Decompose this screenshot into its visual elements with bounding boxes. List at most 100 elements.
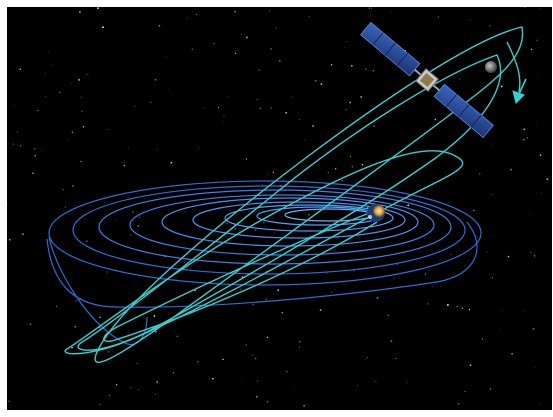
star xyxy=(223,115,225,117)
star xyxy=(79,11,81,13)
star xyxy=(434,118,437,121)
star xyxy=(137,225,139,227)
star xyxy=(166,56,168,58)
star xyxy=(281,311,284,314)
star xyxy=(156,148,159,150)
star xyxy=(71,346,73,349)
star xyxy=(99,403,101,405)
star xyxy=(82,125,85,128)
space-scene xyxy=(7,7,552,410)
star xyxy=(74,325,77,328)
star xyxy=(500,329,502,331)
star xyxy=(539,154,542,156)
star xyxy=(99,316,101,319)
spiral-orbit-ring xyxy=(48,180,482,286)
star xyxy=(226,223,228,225)
spiral-orbit-outer-loop xyxy=(48,236,148,346)
star xyxy=(426,303,429,305)
star xyxy=(294,386,296,388)
star xyxy=(128,147,130,149)
star xyxy=(351,165,354,168)
star xyxy=(154,78,157,81)
star xyxy=(7,202,8,204)
star xyxy=(19,144,22,147)
star xyxy=(457,402,460,405)
star xyxy=(99,327,101,329)
star xyxy=(397,264,399,266)
star xyxy=(48,50,49,52)
star xyxy=(450,253,452,256)
star xyxy=(298,340,301,343)
star xyxy=(390,222,392,224)
star xyxy=(34,155,36,157)
star xyxy=(368,7,371,9)
star xyxy=(196,360,199,363)
star xyxy=(401,135,403,137)
star xyxy=(285,370,288,373)
star xyxy=(258,69,260,71)
star xyxy=(248,210,249,212)
star xyxy=(341,180,343,182)
star xyxy=(344,46,346,48)
star xyxy=(345,108,347,111)
star xyxy=(132,211,134,214)
star xyxy=(486,251,488,253)
star xyxy=(202,107,204,109)
star xyxy=(325,272,328,275)
star xyxy=(546,178,549,181)
spiral-orbit-ring xyxy=(284,208,374,222)
star xyxy=(511,352,513,355)
star xyxy=(267,173,268,175)
star xyxy=(245,344,247,346)
star xyxy=(245,36,248,39)
star xyxy=(16,131,19,133)
star xyxy=(309,235,311,236)
star xyxy=(533,255,536,257)
star xyxy=(154,393,156,395)
star xyxy=(536,39,538,42)
star xyxy=(278,59,281,62)
star xyxy=(270,48,272,50)
star xyxy=(530,48,533,50)
star xyxy=(406,382,408,383)
star xyxy=(489,388,491,390)
star xyxy=(476,236,478,237)
star xyxy=(167,89,169,91)
star xyxy=(353,270,355,272)
star xyxy=(262,184,264,186)
star xyxy=(256,380,259,382)
star xyxy=(196,13,198,15)
star xyxy=(266,336,269,339)
star xyxy=(350,155,352,157)
star xyxy=(17,143,19,145)
star xyxy=(252,304,254,306)
spiral-orbit-ring xyxy=(224,204,394,232)
star xyxy=(312,125,314,127)
star xyxy=(339,161,340,163)
star xyxy=(529,213,531,215)
star xyxy=(469,19,471,20)
star xyxy=(222,358,224,361)
direction-arrow-icon xyxy=(512,78,527,104)
star xyxy=(491,193,493,195)
star xyxy=(45,95,47,97)
star xyxy=(458,78,461,80)
star xyxy=(255,395,258,398)
star xyxy=(62,188,65,191)
star xyxy=(108,351,110,353)
star xyxy=(524,311,526,313)
star xyxy=(334,168,337,170)
star xyxy=(170,161,173,164)
star xyxy=(156,381,158,383)
star xyxy=(464,390,466,392)
star xyxy=(71,131,73,133)
star xyxy=(29,323,32,326)
star xyxy=(493,235,495,237)
star xyxy=(459,248,461,250)
star xyxy=(212,377,214,380)
star xyxy=(364,358,366,360)
transfer-orbit-loop xyxy=(103,211,378,342)
star xyxy=(303,405,305,407)
star xyxy=(97,7,99,10)
